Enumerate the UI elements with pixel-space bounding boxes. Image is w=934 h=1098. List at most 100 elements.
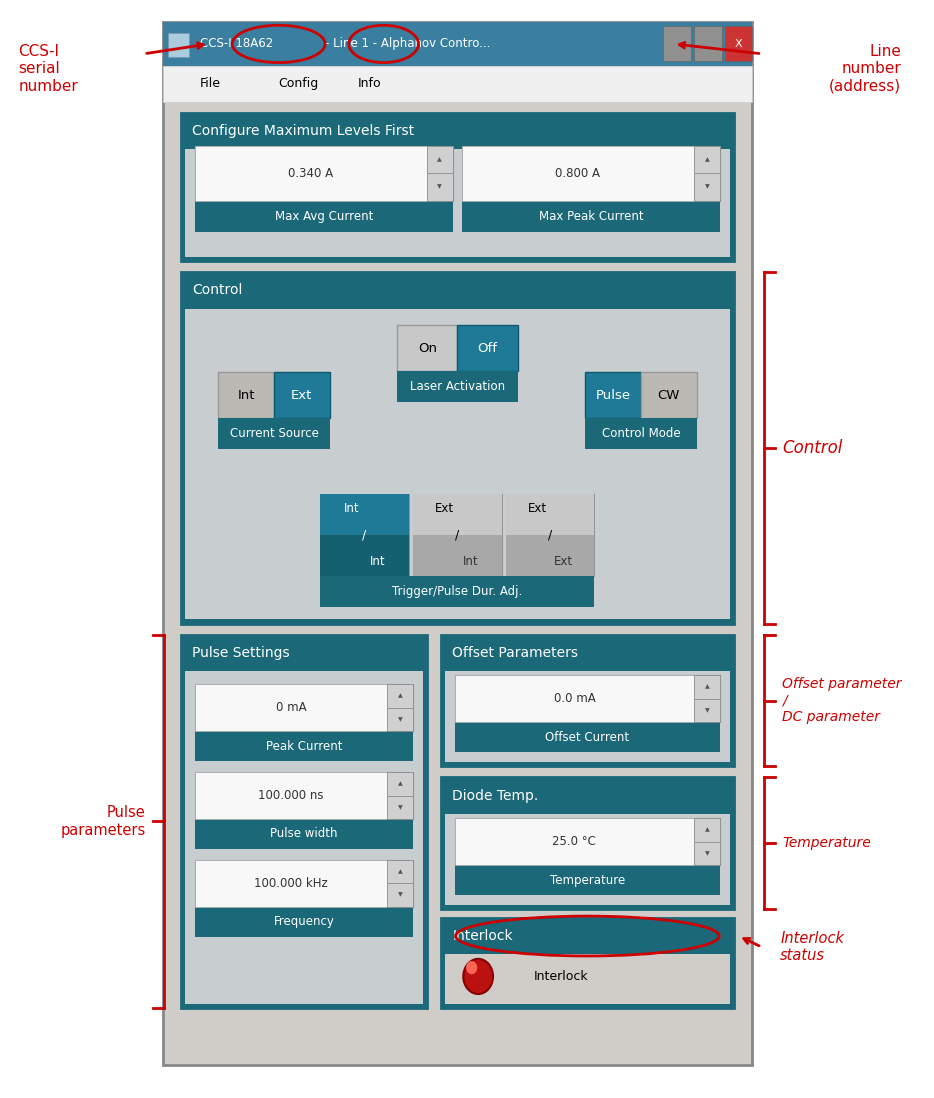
- FancyBboxPatch shape: [195, 907, 413, 937]
- FancyBboxPatch shape: [195, 731, 413, 761]
- FancyBboxPatch shape: [455, 675, 720, 722]
- FancyBboxPatch shape: [181, 113, 734, 149]
- Text: Pulse Settings: Pulse Settings: [192, 646, 290, 660]
- Text: CCS-I 18A62: CCS-I 18A62: [200, 37, 273, 51]
- FancyBboxPatch shape: [219, 418, 330, 449]
- FancyBboxPatch shape: [441, 635, 734, 766]
- FancyBboxPatch shape: [163, 66, 753, 102]
- FancyBboxPatch shape: [458, 325, 517, 371]
- FancyBboxPatch shape: [725, 26, 753, 61]
- FancyBboxPatch shape: [455, 675, 694, 722]
- FancyBboxPatch shape: [195, 819, 413, 849]
- Text: 100.000 ns: 100.000 ns: [259, 789, 324, 802]
- Text: Pulse: Pulse: [596, 389, 630, 402]
- Text: - Line 1 - Alphanov Contro...: - Line 1 - Alphanov Contro...: [325, 37, 490, 51]
- FancyBboxPatch shape: [641, 372, 697, 418]
- FancyBboxPatch shape: [694, 146, 720, 173]
- Text: /: /: [456, 529, 460, 541]
- Text: CW: CW: [658, 389, 680, 402]
- Text: 0 mA: 0 mA: [276, 702, 306, 714]
- FancyBboxPatch shape: [181, 635, 427, 671]
- Text: ▲: ▲: [704, 827, 709, 832]
- FancyBboxPatch shape: [414, 494, 502, 576]
- Text: /: /: [362, 529, 367, 541]
- Text: Offset parameter
/
DC parameter: Offset parameter / DC parameter: [782, 677, 901, 724]
- FancyBboxPatch shape: [195, 772, 413, 819]
- Text: Offset Parameters: Offset Parameters: [452, 646, 578, 660]
- Text: ▲: ▲: [704, 684, 709, 690]
- Text: Pulse
parameters: Pulse parameters: [61, 805, 146, 838]
- Text: Control: Control: [782, 439, 842, 457]
- Text: CCS-I
serial
number: CCS-I serial number: [19, 44, 78, 93]
- Text: ▲: ▲: [398, 693, 403, 698]
- FancyBboxPatch shape: [168, 33, 189, 57]
- FancyBboxPatch shape: [694, 842, 720, 865]
- Text: Diode Temp.: Diode Temp.: [452, 788, 538, 803]
- Text: Configure Maximum Levels First: Configure Maximum Levels First: [192, 124, 415, 138]
- Text: 0.0 mA: 0.0 mA: [554, 693, 595, 705]
- FancyBboxPatch shape: [414, 536, 502, 576]
- Text: ▼: ▼: [398, 717, 403, 722]
- FancyBboxPatch shape: [219, 372, 274, 418]
- FancyBboxPatch shape: [506, 536, 594, 576]
- FancyBboxPatch shape: [320, 494, 409, 536]
- Text: Int: Int: [463, 556, 478, 568]
- FancyBboxPatch shape: [506, 494, 594, 536]
- Text: Control: Control: [192, 283, 243, 298]
- FancyBboxPatch shape: [414, 494, 502, 536]
- Text: Ext: Ext: [554, 556, 573, 568]
- Text: Trigger/Pulse Dur. Adj.: Trigger/Pulse Dur. Adj.: [392, 585, 523, 598]
- Text: Interlock: Interlock: [452, 929, 513, 943]
- FancyBboxPatch shape: [185, 149, 730, 257]
- FancyBboxPatch shape: [387, 772, 413, 796]
- Text: Peak Current: Peak Current: [266, 740, 343, 752]
- FancyBboxPatch shape: [195, 684, 413, 731]
- FancyBboxPatch shape: [694, 699, 720, 722]
- FancyBboxPatch shape: [455, 722, 720, 752]
- FancyBboxPatch shape: [462, 146, 720, 201]
- FancyBboxPatch shape: [387, 884, 413, 907]
- Text: 0.800 A: 0.800 A: [556, 167, 601, 180]
- FancyBboxPatch shape: [455, 818, 694, 865]
- FancyBboxPatch shape: [195, 860, 387, 907]
- FancyBboxPatch shape: [427, 173, 453, 201]
- FancyBboxPatch shape: [185, 671, 423, 1004]
- FancyBboxPatch shape: [181, 272, 734, 309]
- Text: 0.340 A: 0.340 A: [289, 167, 333, 180]
- Text: Max Peak Current: Max Peak Current: [539, 210, 644, 223]
- Text: ▲: ▲: [437, 157, 442, 163]
- Text: Ext: Ext: [434, 503, 454, 515]
- FancyBboxPatch shape: [320, 536, 409, 576]
- FancyBboxPatch shape: [694, 675, 720, 699]
- Text: Pulse width: Pulse width: [270, 828, 338, 840]
- Text: Laser Activation: Laser Activation: [410, 380, 505, 393]
- Text: Int: Int: [237, 389, 255, 402]
- FancyBboxPatch shape: [195, 201, 453, 232]
- Text: ▼: ▼: [704, 708, 709, 714]
- FancyBboxPatch shape: [462, 146, 694, 201]
- FancyBboxPatch shape: [441, 777, 734, 909]
- Text: ▲: ▲: [398, 781, 403, 786]
- FancyBboxPatch shape: [694, 818, 720, 842]
- FancyBboxPatch shape: [445, 814, 730, 905]
- FancyBboxPatch shape: [195, 146, 453, 201]
- FancyBboxPatch shape: [195, 684, 387, 731]
- FancyBboxPatch shape: [455, 818, 720, 865]
- FancyBboxPatch shape: [427, 146, 453, 173]
- Text: On: On: [417, 341, 437, 355]
- FancyBboxPatch shape: [163, 22, 753, 66]
- Text: Line
number
(address): Line number (address): [828, 44, 901, 93]
- Text: Interlock
status: Interlock status: [780, 931, 844, 963]
- FancyBboxPatch shape: [586, 372, 641, 418]
- Text: Offset Current: Offset Current: [545, 731, 630, 743]
- FancyBboxPatch shape: [195, 772, 387, 819]
- Text: Temperature: Temperature: [782, 837, 870, 850]
- Text: Config: Config: [278, 78, 318, 90]
- Text: Info: Info: [358, 78, 381, 90]
- FancyBboxPatch shape: [694, 173, 720, 201]
- FancyBboxPatch shape: [181, 113, 734, 261]
- Text: Interlock: Interlock: [534, 970, 588, 983]
- FancyBboxPatch shape: [320, 494, 409, 576]
- Text: ▼: ▼: [398, 805, 403, 810]
- FancyBboxPatch shape: [274, 372, 330, 418]
